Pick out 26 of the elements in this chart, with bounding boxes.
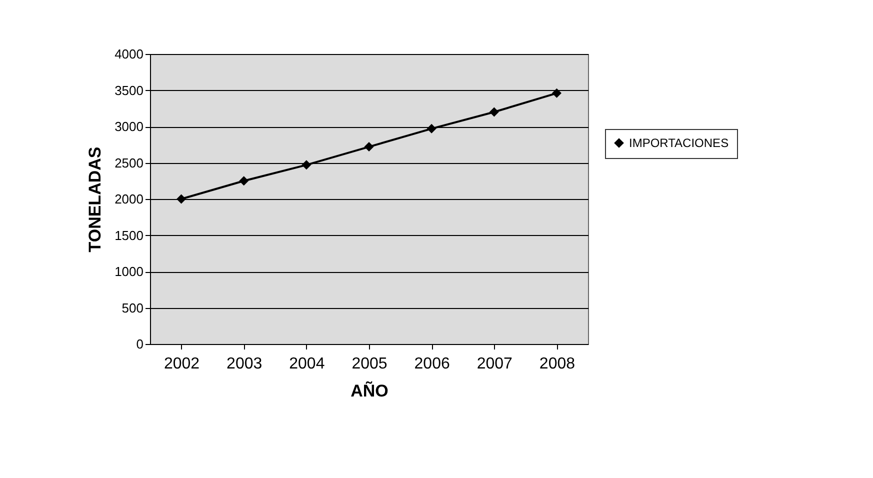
y-tick-label: 2000 (114, 192, 144, 206)
x-tick-label: 2002 (164, 356, 200, 372)
point (364, 142, 374, 152)
point (489, 107, 499, 117)
x-axis-title: AÑO (350, 380, 388, 400)
y-tick-label: 3000 (114, 119, 144, 134)
y-tick-label: 500 (122, 300, 144, 316)
y-tick-label: 4000 (114, 46, 144, 62)
point (552, 88, 562, 98)
x-tick-label: 2007 (476, 356, 513, 372)
y-tick-label: 3500 (114, 82, 144, 98)
y-tick-label: 0 (136, 336, 144, 352)
x-tick-label: 2006 (414, 356, 450, 372)
y-tick-label: 1000 (114, 264, 144, 279)
x-tick-label: 2003 (226, 356, 262, 372)
point (176, 194, 186, 204)
x-tick-label: 2004 (289, 356, 325, 372)
x-tick-label: 2008 (539, 356, 576, 372)
y-axis-title: TONELADAS (86, 146, 105, 252)
x-tick-label: 2005 (352, 356, 388, 372)
point (239, 176, 249, 186)
y-tick-label: 2500 (114, 155, 144, 170)
point (302, 160, 312, 170)
legend-label: IMPORTACIONES (629, 136, 729, 150)
y-tick-label: 1500 (114, 228, 144, 243)
point (426, 124, 436, 134)
